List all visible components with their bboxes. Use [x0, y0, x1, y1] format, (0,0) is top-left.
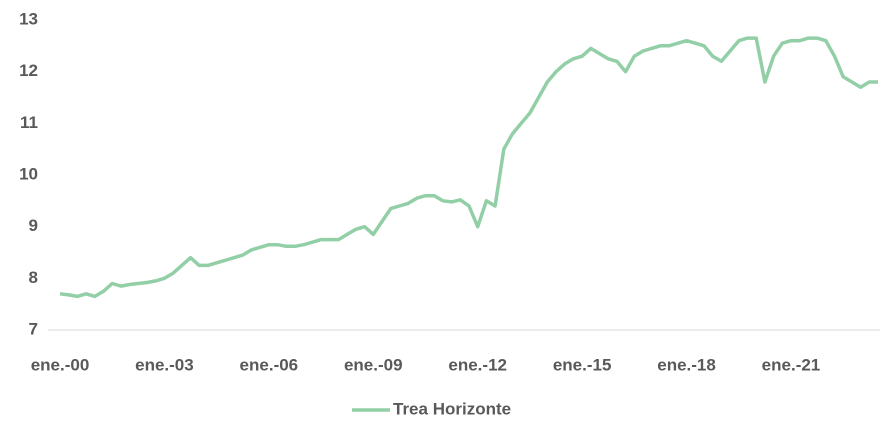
y-tick-label: 13: [19, 9, 38, 28]
x-tick-label: ene.-21: [762, 355, 821, 374]
x-tick-label: ene.-15: [553, 355, 612, 374]
x-tick-label: ene.-00: [31, 355, 90, 374]
x-tick-label: ene.-12: [448, 355, 507, 374]
x-tick-label: ene.-18: [657, 355, 716, 374]
y-tick-label: 11: [20, 113, 38, 132]
y-tick-label: 10: [19, 164, 38, 183]
y-tick-label: 9: [29, 216, 38, 235]
y-tick-label: 12: [19, 61, 38, 80]
x-tick-label: ene.-09: [344, 355, 403, 374]
line: [59, 36, 878, 299]
x-tick-label: ene.-06: [240, 355, 299, 374]
y-tick-label: 7: [29, 319, 38, 338]
legend-label: Trea Horizonte: [393, 399, 511, 418]
y-tick-label: 8: [29, 268, 38, 287]
x-tick-label: ene.-03: [135, 355, 194, 374]
